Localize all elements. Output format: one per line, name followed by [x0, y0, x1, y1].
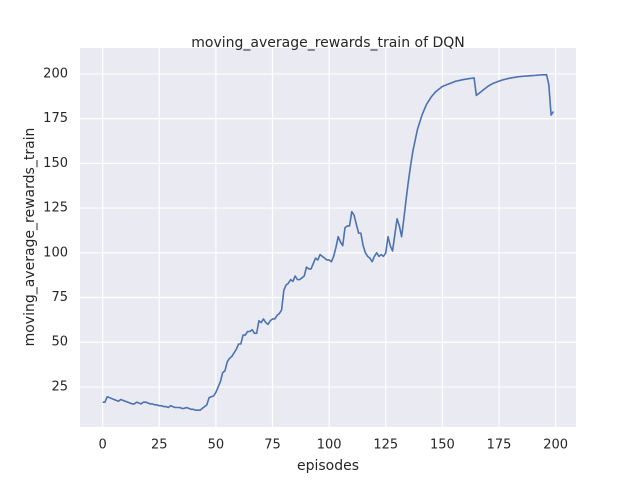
y-axis-label: moving_average_rewards_train [22, 128, 38, 347]
plot-area [80, 48, 576, 427]
y-tick-label: 150 [43, 156, 68, 171]
x-tick-label: 100 [317, 438, 342, 453]
y-tick-label: 50 [51, 335, 68, 350]
y-tick-label: 75 [51, 290, 68, 305]
y-tick-label: 200 [43, 66, 68, 81]
x-tick-label: 25 [151, 438, 168, 453]
y-tick-label: 100 [43, 245, 68, 260]
x-tick-label: 0 [99, 438, 107, 453]
y-tick-label: 25 [51, 379, 68, 394]
x-tick-label: 200 [543, 438, 568, 453]
chart-title: moving_average_rewards_train of DQN [191, 35, 465, 51]
data-line [102, 73, 555, 411]
x-tick-label: 150 [430, 438, 455, 453]
x-tick-label: 125 [373, 438, 398, 453]
x-tick-label: 50 [208, 438, 225, 453]
y-tick-label: 175 [43, 111, 68, 126]
x-tick-label: 75 [264, 438, 281, 453]
x-axis-label: episodes [297, 458, 359, 474]
y-tick-label: 125 [43, 201, 68, 216]
x-tick-label: 175 [487, 438, 512, 453]
